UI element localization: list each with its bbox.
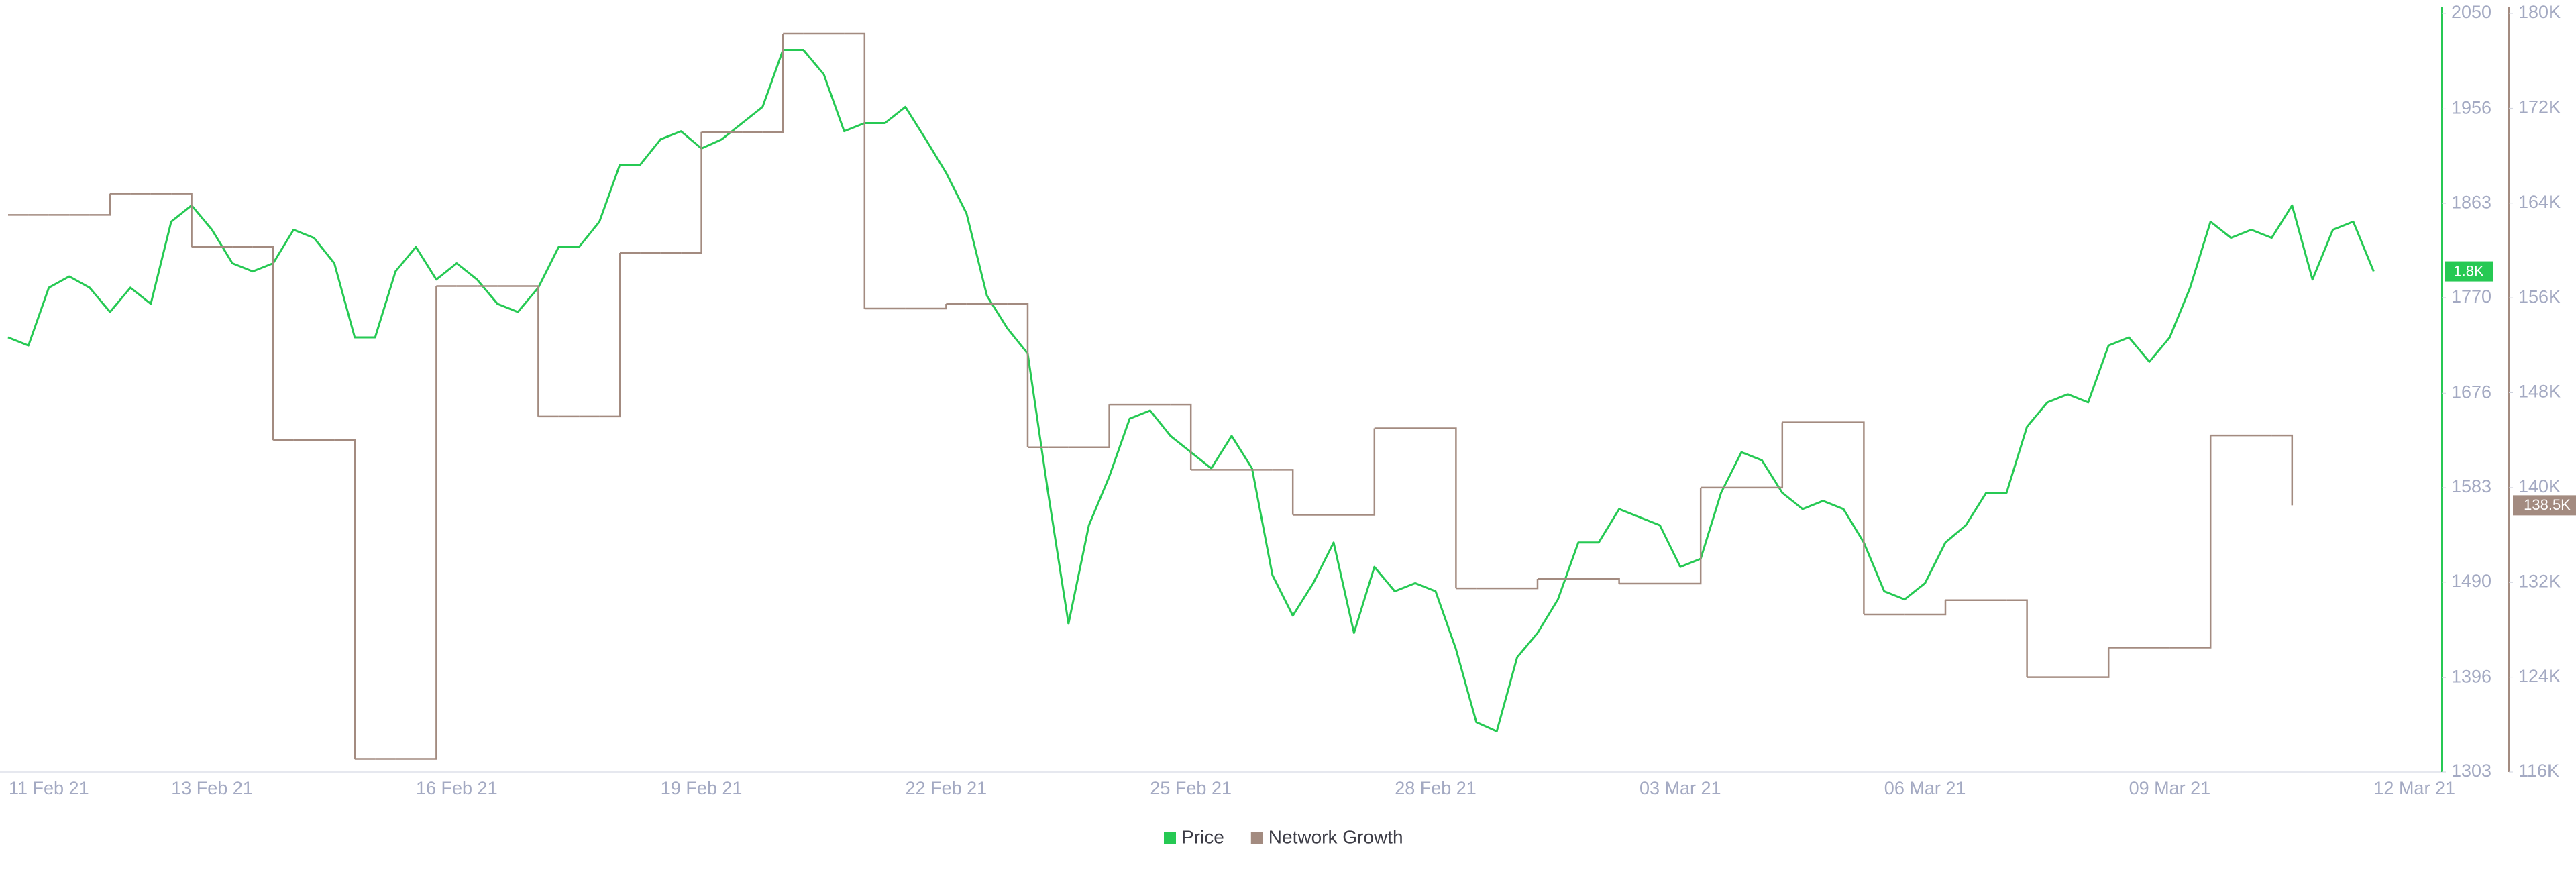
step-segment <box>1599 578 1620 584</box>
y2-tick-label: 140K <box>2518 476 2561 496</box>
step-segment <box>1089 404 1110 449</box>
price-line <box>7 49 2375 732</box>
step-segment <box>1517 578 1539 590</box>
x-tick-label: 12 Mar 21 <box>2373 778 2455 798</box>
step-segment <box>89 193 111 216</box>
y2-tick-label: 156K <box>2518 286 2561 307</box>
step-segment <box>171 193 193 248</box>
legend-swatch <box>1164 832 1176 844</box>
legend-label: Network Growth <box>1269 826 1403 847</box>
step-segment <box>681 131 702 254</box>
legend-swatch <box>1250 832 1263 844</box>
y-tick-label: 1303 <box>2451 761 2491 781</box>
step-segment <box>1762 422 1784 489</box>
y-tick-label: 1583 <box>2451 476 2491 496</box>
step-segment <box>2271 434 2294 506</box>
step-segment <box>1170 403 1192 470</box>
y2-tick-label: 116K <box>2518 761 2559 781</box>
step-segment <box>926 303 947 310</box>
y-tick-label: 2050 <box>2451 2 2491 22</box>
x-tick-label: 13 Feb 21 <box>171 778 253 798</box>
legend-label: Price <box>1181 826 1224 847</box>
step-segment <box>844 32 866 309</box>
end-badge-label: 138.5K <box>2524 496 2571 513</box>
end-badge-label: 1.8K <box>2453 262 2484 279</box>
step-segment <box>1680 487 1702 585</box>
end-badge <box>2445 261 2493 282</box>
y2-tick-label: 164K <box>2518 192 2561 212</box>
x-tick-label: 19 Feb 21 <box>661 778 743 798</box>
step-segment <box>1354 428 1376 516</box>
step-segment <box>334 439 356 759</box>
end-badge <box>2513 495 2576 516</box>
step-segment <box>1436 427 1457 589</box>
x-tick-label: 06 Mar 21 <box>1884 778 1966 798</box>
x-tick-label: 03 Mar 21 <box>1640 778 1721 798</box>
step-segment <box>1843 421 1865 614</box>
x-tick-label: 11 Feb 21 <box>9 778 89 798</box>
y-tick-label: 1676 <box>2451 382 2491 402</box>
step-segment <box>1925 600 1947 616</box>
y2-tick-label: 132K <box>2518 571 2561 591</box>
y2-tick-label: 148K <box>2518 382 2561 402</box>
step-segment <box>2190 435 2212 649</box>
step-segment <box>416 286 437 760</box>
step-segment <box>2088 647 2110 678</box>
y-tick-label: 1770 <box>2451 286 2491 307</box>
x-tick-label: 16 Feb 21 <box>416 778 498 798</box>
step-segment <box>1007 303 1029 447</box>
step-segment <box>518 285 539 417</box>
step-segment <box>599 252 621 418</box>
step-segment <box>1272 469 1294 515</box>
step-segment <box>2006 599 2028 677</box>
x-tick-label: 22 Feb 21 <box>906 778 987 798</box>
step-segment <box>762 34 784 133</box>
step-line <box>8 32 2294 760</box>
y-tick-label: 1490 <box>2451 571 2491 591</box>
x-tick-label: 25 Feb 21 <box>1150 778 1232 798</box>
step-segment <box>252 246 274 441</box>
y2-tick-label: 124K <box>2518 666 2561 686</box>
y-tick-label: 1956 <box>2451 97 2491 117</box>
y2-tick-label: 172K <box>2518 97 2561 117</box>
y-tick-label: 1396 <box>2451 666 2491 686</box>
y2-tick-label: 180K <box>2518 2 2561 22</box>
y-tick-label: 1863 <box>2451 192 2491 212</box>
x-tick-label: 09 Mar 21 <box>2129 778 2211 798</box>
x-tick-label: 28 Feb 21 <box>1395 778 1477 798</box>
